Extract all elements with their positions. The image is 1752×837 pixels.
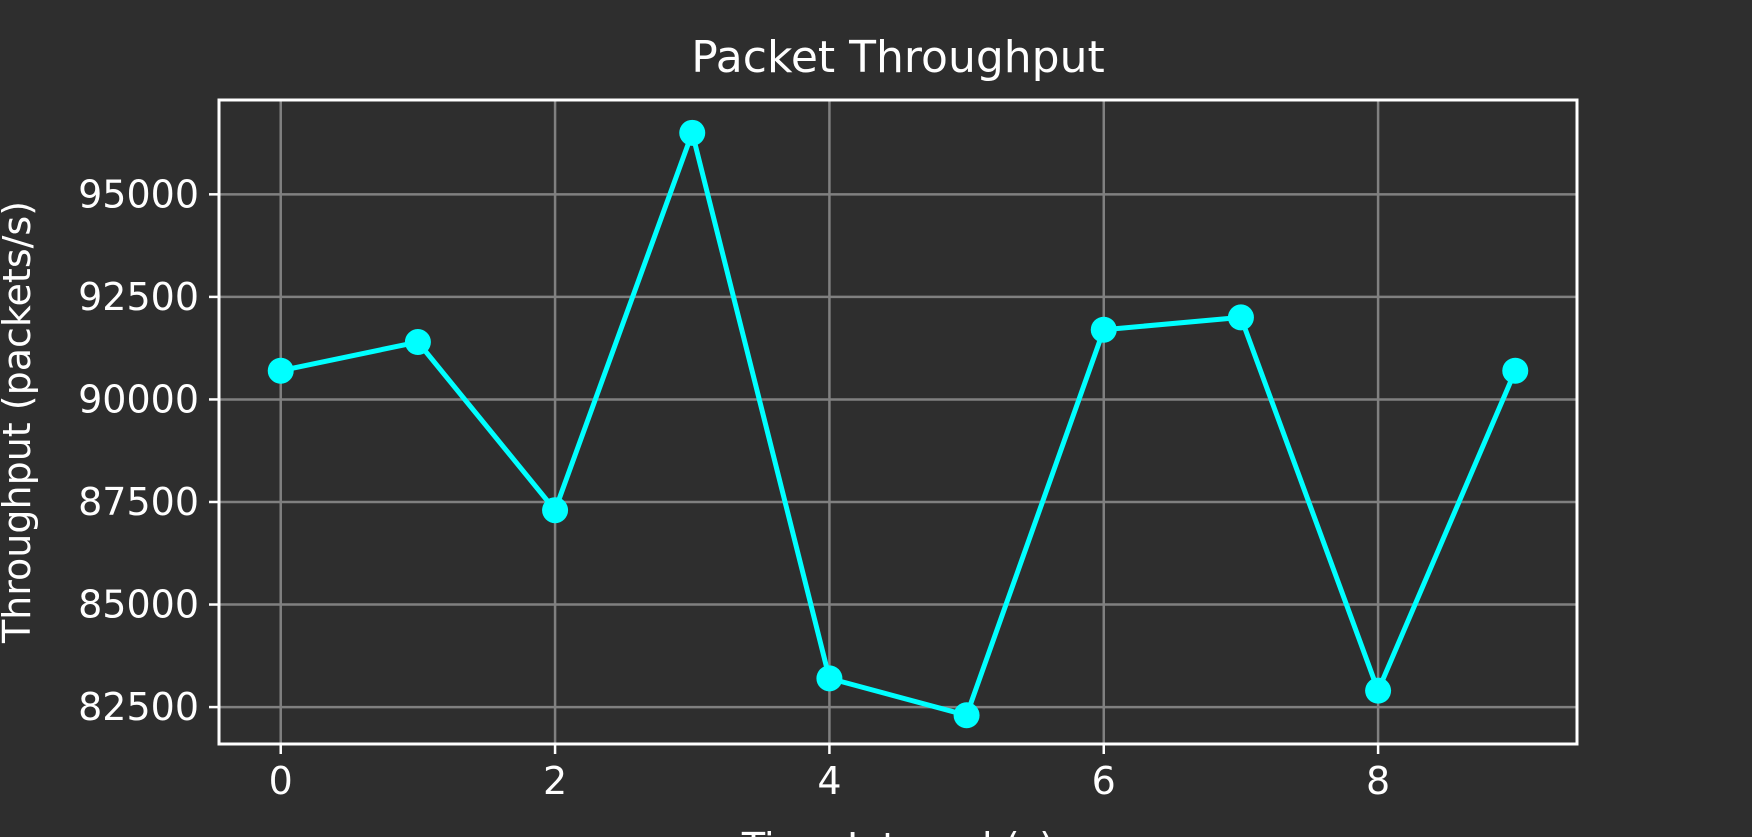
data-point <box>816 665 843 692</box>
data-point <box>1365 677 1392 704</box>
x-tick-label: 0 <box>269 759 293 803</box>
y-tick-label: 90000 <box>78 377 199 421</box>
data-point <box>679 119 706 146</box>
x-tick-label: 8 <box>1366 759 1390 803</box>
y-tick-label: 87500 <box>78 480 199 524</box>
grid <box>219 100 1577 744</box>
plot-frame <box>217 98 1579 746</box>
x-tick-label: 6 <box>1092 759 1116 803</box>
chart-title: Packet Throughput <box>691 32 1105 83</box>
series-line <box>280 130 1518 718</box>
x-tick-label: 2 <box>543 759 567 803</box>
data-point <box>1227 304 1254 331</box>
y-tick-label: 92500 <box>78 275 199 319</box>
data-point <box>542 497 569 524</box>
data-point <box>404 329 431 356</box>
y-tick-label: 82500 <box>78 685 199 729</box>
y-axis-label: Throughput (packets/s) <box>0 201 39 644</box>
y-tick-label: 85000 <box>78 583 199 627</box>
x-tick-label: 4 <box>817 759 841 803</box>
data-point <box>267 357 294 384</box>
series-group <box>267 119 1529 729</box>
data-point <box>953 702 980 729</box>
data-point <box>1090 316 1117 343</box>
y-tick-label: 95000 <box>78 172 199 216</box>
x-axis-label: Time Interval (s) <box>741 825 1054 837</box>
axis-ticks: 0 2 4 6 8 82500 85000 87500 90000 92500 95000 <box>78 172 1390 803</box>
data-point <box>1502 357 1529 384</box>
